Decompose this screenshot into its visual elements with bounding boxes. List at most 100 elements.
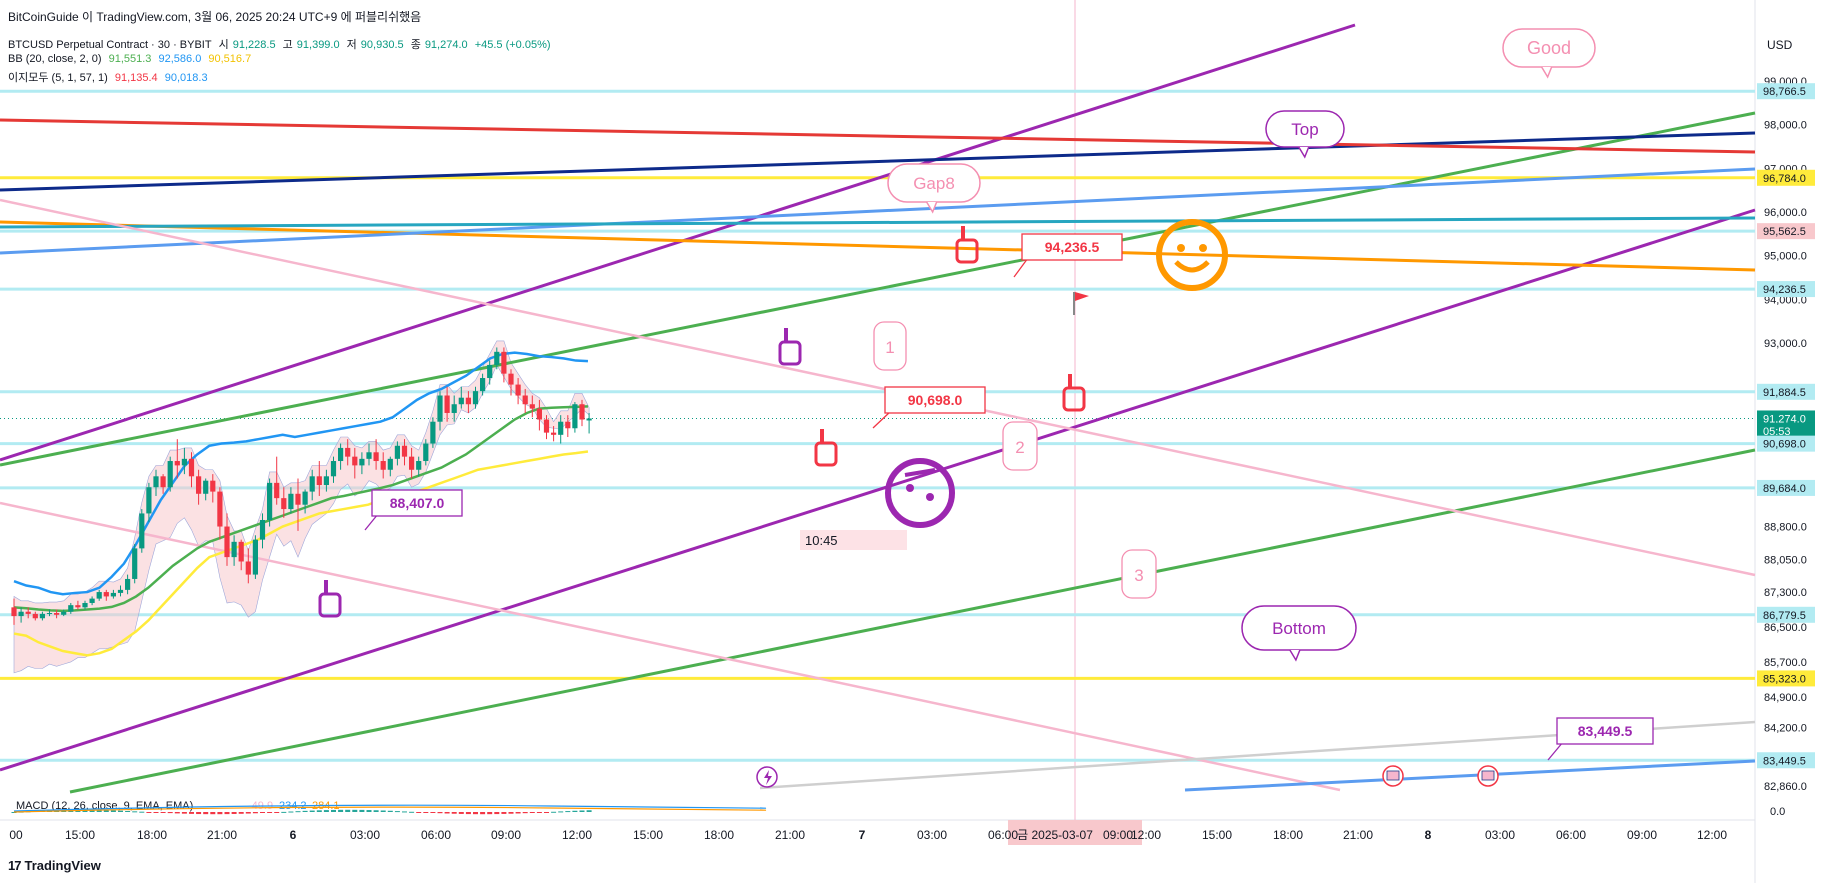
us-flag-event-icon[interactable]	[1382, 765, 1404, 787]
candle[interactable]	[572, 402, 578, 433]
tradingview-watermark[interactable]: 17 TradingView	[8, 858, 101, 873]
candle[interactable]	[110, 589, 116, 599]
smiley-icon[interactable]	[1156, 219, 1228, 291]
candle[interactable]	[25, 607, 31, 619]
gap8-callout[interactable]: Gap8	[887, 163, 981, 214]
candle[interactable]	[210, 474, 216, 503]
candle[interactable]	[551, 426, 557, 442]
candle[interactable]	[259, 513, 266, 549]
candle[interactable]	[68, 602, 74, 614]
note-3[interactable]: 3	[1121, 549, 1157, 599]
note-2[interactable]: 2	[1002, 421, 1038, 471]
candle[interactable]	[281, 487, 287, 518]
candle[interactable]	[366, 443, 372, 466]
candle[interactable]	[330, 456, 337, 483]
note-83449[interactable]: 83,449.5	[1547, 717, 1654, 761]
candle[interactable]	[82, 600, 88, 610]
pointing-hand-icon-red-1[interactable]	[814, 429, 838, 467]
candle[interactable]	[373, 439, 379, 470]
candle[interactable]	[167, 456, 173, 492]
candle[interactable]	[401, 439, 408, 466]
candle[interactable]	[487, 360, 493, 385]
candle[interactable]	[61, 609, 67, 617]
price-label[interactable]: 89,684.0	[1757, 479, 1815, 496]
candle[interactable]	[536, 399, 542, 431]
price-label[interactable]: 90,698.0	[1757, 435, 1815, 452]
ichimoku-label[interactable]: 이지모두 (5, 1, 57, 1)	[8, 72, 108, 84]
candle[interactable]	[125, 574, 131, 595]
candle[interactable]	[437, 391, 443, 431]
candle[interactable]	[515, 378, 521, 405]
flag-icon[interactable]	[1073, 292, 1089, 315]
bb-upper-line[interactable]	[13, 351, 589, 596]
candle[interactable]	[267, 478, 273, 527]
note-90698[interactable]: 90,698.0	[872, 386, 986, 429]
candle[interactable]	[416, 456, 422, 477]
good-callout[interactable]: Good	[1502, 28, 1596, 79]
candle[interactable]	[217, 487, 223, 540]
price-label[interactable]: 85,323.0	[1757, 670, 1815, 687]
candle[interactable]	[543, 415, 550, 440]
candle[interactable]	[508, 369, 514, 396]
candle[interactable]	[11, 598, 17, 625]
price-label[interactable]: 86,779.5	[1757, 606, 1815, 623]
green-channel-lower[interactable]	[69, 448, 1756, 794]
candle[interactable]	[224, 513, 230, 566]
bb-legend[interactable]: BB (20, close, 2, 0) 91,551.3 92,586.0 9…	[8, 53, 255, 65]
us-flag-event-icon[interactable]	[1477, 765, 1499, 787]
candle[interactable]	[46, 609, 53, 617]
pointing-down-hand-icon-red[interactable]	[955, 226, 979, 264]
price-label[interactable]: 95,562.5	[1757, 223, 1815, 240]
bb-lower-line[interactable]	[13, 450, 589, 657]
candle[interactable]	[245, 548, 251, 584]
candle[interactable]	[458, 386, 464, 409]
candle[interactable]	[409, 447, 415, 479]
candle[interactable]	[444, 386, 450, 422]
orange-trend-line[interactable]	[0, 220, 1756, 272]
candle[interactable]	[522, 388, 528, 413]
candle[interactable]	[316, 461, 322, 496]
note-1[interactable]: 1	[873, 321, 907, 371]
price-label[interactable]: 05:53	[1757, 422, 1815, 439]
candle[interactable]	[252, 535, 258, 579]
lightning-icon[interactable]	[756, 766, 778, 788]
candle[interactable]	[529, 395, 535, 418]
symbol-name[interactable]: BTCUSD Perpetual Contract · 30 · BYBIT	[8, 39, 212, 51]
candle[interactable]	[295, 478, 301, 531]
candle[interactable]	[75, 600, 81, 610]
candle[interactable]	[309, 469, 315, 501]
purple-channel-lower[interactable]	[0, 208, 1756, 772]
currency-label[interactable]: USD	[1767, 38, 1793, 52]
candle[interactable]	[203, 478, 209, 501]
candle[interactable]	[146, 482, 152, 523]
candle[interactable]	[451, 395, 457, 422]
teal-trend-line[interactable]	[0, 216, 1756, 229]
candle[interactable]	[103, 589, 109, 601]
candle[interactable]	[132, 544, 138, 584]
candle[interactable]	[423, 439, 429, 466]
candle[interactable]	[96, 589, 102, 601]
pointing-down-hand-icon-purple[interactable]	[778, 328, 802, 366]
candle[interactable]	[188, 452, 195, 488]
price-label[interactable]: 98,766.5	[1757, 83, 1815, 100]
candle[interactable]	[323, 469, 329, 492]
candle[interactable]	[196, 469, 202, 505]
candle[interactable]	[231, 535, 237, 566]
candle[interactable]	[274, 456, 280, 505]
bb-label[interactable]: BB (20, close, 2, 0)	[8, 53, 102, 65]
candle[interactable]	[558, 415, 564, 444]
candle[interactable]	[472, 386, 479, 409]
price-label[interactable]: 91,884.5	[1757, 383, 1815, 400]
candle[interactable]	[338, 443, 344, 470]
candle[interactable]	[39, 611, 45, 621]
candle[interactable]	[480, 373, 486, 396]
candle[interactable]	[501, 347, 507, 383]
pointing-hand-icon-purple[interactable]	[318, 580, 342, 618]
bottom-callout[interactable]: Bottom	[1241, 605, 1357, 662]
blue-trend-bottom[interactable]	[1184, 759, 1756, 792]
note-88407[interactable]: 88,407.0	[364, 489, 463, 531]
thinking-face-icon[interactable]	[885, 458, 955, 528]
ichimoku-legend[interactable]: 이지모두 (5, 1, 57, 1) 91,135.4 90,018.3	[8, 69, 212, 85]
candle[interactable]	[394, 441, 400, 466]
